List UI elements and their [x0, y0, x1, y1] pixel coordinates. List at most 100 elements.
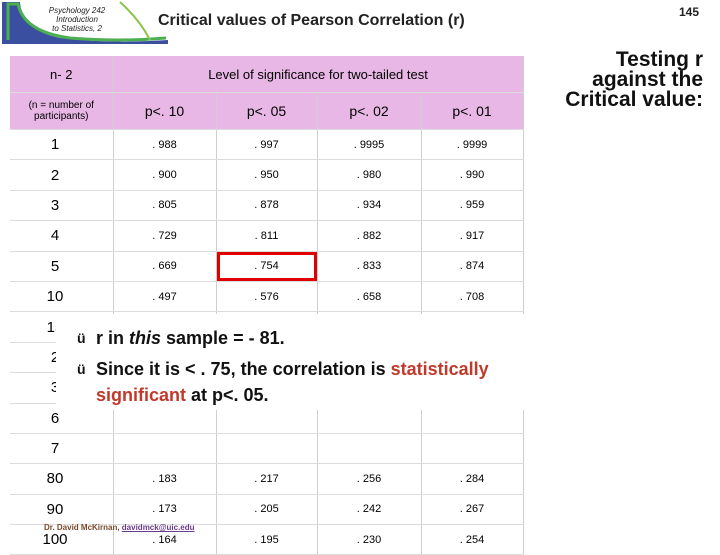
table-row: 5 . 669. 754. 833. 874	[10, 251, 524, 282]
table-row: 80 . 183. 217. 256. 284	[10, 463, 524, 495]
n-cell: 4	[10, 220, 114, 252]
n-value: 2	[50, 348, 60, 366]
result-text: sample = - 81.	[161, 328, 285, 348]
critical-value-cell: . 988	[113, 129, 217, 161]
critical-value-cell: . 205	[216, 494, 318, 526]
critical-value-cell: . 9995	[317, 129, 422, 161]
table-row: 10 . 497. 576. 658. 708	[10, 281, 524, 313]
footer: Dr. David McKirnan, davidmck@uic.edu	[44, 523, 195, 532]
critical-value-cell: . 183	[113, 463, 217, 495]
result-line-2: Since it is < . 75, the correlation is s…	[96, 359, 489, 380]
critical-value-cell: . 882	[317, 220, 422, 252]
critical-value-cell: . 267	[421, 494, 524, 526]
critical-value-cell: . 669	[113, 251, 217, 282]
critical-value-cell: . 997	[216, 129, 318, 161]
n-cell: 10	[10, 281, 114, 313]
result-line-1: r in this sample = - 81.	[96, 328, 285, 349]
n-cell: 5	[10, 251, 114, 282]
n-cell: 2	[10, 159, 114, 191]
n-value: 6	[50, 409, 60, 427]
n-value: 5	[50, 257, 60, 275]
critical-value-cell: . 754	[216, 251, 318, 282]
n-value: 80	[46, 470, 64, 488]
n-value: 3	[50, 196, 60, 214]
n-value: 10	[46, 288, 64, 306]
critical-value-cell	[216, 433, 318, 465]
side-heading: Testing r against the Critical value:	[533, 48, 703, 111]
course-logo-swoosh-icon	[2, 1, 168, 44]
table-row: 3 . 805. 878. 934. 959	[10, 190, 524, 222]
critical-value-cell: . 833	[317, 251, 422, 282]
n-value: 3	[50, 379, 60, 397]
header-p05: p<. 05	[216, 92, 318, 130]
result-emphasis: this	[129, 328, 162, 348]
critical-value-cell: . 950	[216, 159, 318, 191]
n-cell: 1	[10, 129, 114, 161]
critical-value-cell	[317, 433, 422, 465]
check-icon: ü	[77, 330, 86, 346]
n-cell: 3	[10, 190, 114, 222]
result-stat-text: significant	[96, 385, 187, 405]
critical-value-cell: . 497	[113, 281, 217, 313]
critical-value-cell	[113, 433, 217, 465]
table-row: 1 . 988. 997. 9995. 9999	[10, 129, 524, 161]
critical-value-cell: . 242	[317, 494, 422, 526]
course-line: Introduction	[56, 15, 98, 24]
n-cell: 80	[10, 463, 114, 495]
course-line: Psychology 242	[48, 6, 106, 15]
header-p10: p<. 10	[113, 92, 217, 130]
table-row: 90 . 173. 205. 242. 267	[10, 494, 524, 526]
result-callout: ü r in this sample = - 81. ü Since it is…	[56, 314, 602, 410]
header-p01: p<. 01	[421, 92, 524, 130]
critical-value-cell: . 9999	[421, 129, 524, 161]
critical-values-table: n- 2 Level of significance for two-taile…	[10, 56, 524, 555]
course-line: to Statistics, 2	[52, 24, 102, 33]
side-heading-line: against the	[592, 68, 703, 91]
critical-value-cell: . 990	[421, 159, 524, 191]
check-icon: ü	[77, 361, 86, 377]
course-logo: Psychology 242 Introduction to Statistic…	[0, 0, 170, 44]
critical-value-cell: . 729	[113, 220, 217, 252]
slide-title: Critical values of Pearson Correlation (…	[158, 12, 465, 29]
table-row: 4 . 729. 811. 882. 917	[10, 220, 524, 252]
header-level: Level of significance for two-tailed tes…	[113, 56, 524, 93]
critical-value-cell	[421, 433, 524, 465]
result-text: at p<. 05.	[186, 385, 269, 405]
critical-value-cell: . 980	[317, 159, 422, 191]
n-value: 2	[50, 166, 60, 184]
n-cell: 90	[10, 494, 114, 526]
critical-value-cell: . 811	[216, 220, 318, 252]
critical-value-cell: . 874	[421, 251, 524, 282]
table-row: 7	[10, 433, 524, 465]
table-row: 2 . 900. 950. 980. 990	[10, 159, 524, 191]
header-p02: p<. 02	[317, 92, 422, 130]
critical-value-cell: . 878	[216, 190, 318, 222]
critical-value-cell: . 900	[113, 159, 217, 191]
slide-number: 145	[679, 5, 700, 19]
result-text: r in	[96, 328, 130, 348]
n-value: 7	[50, 440, 60, 458]
n-cell: 7	[10, 433, 114, 465]
critical-value-cell: . 934	[317, 190, 422, 222]
critical-value-cell: . 917	[421, 220, 524, 252]
n-value: 4	[50, 227, 60, 245]
critical-value-cell: . 658	[317, 281, 422, 313]
critical-value-cell: . 284	[421, 463, 524, 495]
side-heading-line: Critical value:	[565, 88, 703, 111]
result-line-3: significant at p<. 05.	[96, 385, 269, 406]
critical-value-cell: . 576	[216, 281, 318, 313]
header-n-sub: (n = number of participants)	[10, 92, 114, 130]
footer-author: Dr. David McKirnan,	[44, 523, 122, 532]
critical-value-cell: . 173	[113, 494, 217, 526]
footer-email-link[interactable]: davidmck@uic.edu	[121, 523, 195, 532]
critical-value-cell: . 805	[113, 190, 217, 222]
critical-value-cell: . 708	[421, 281, 524, 313]
critical-value-cell: . 959	[421, 190, 524, 222]
critical-value-cell: . 217	[216, 463, 318, 495]
n-value: 90	[46, 500, 64, 518]
side-heading-line: Testing r	[615, 48, 703, 71]
course-label: Psychology 242 Introduction to Statistic…	[22, 6, 132, 33]
n-value: 1	[50, 136, 60, 154]
critical-value-cell: . 256	[317, 463, 422, 495]
result-text: Since it is < . 75, the correlation is	[96, 359, 391, 379]
